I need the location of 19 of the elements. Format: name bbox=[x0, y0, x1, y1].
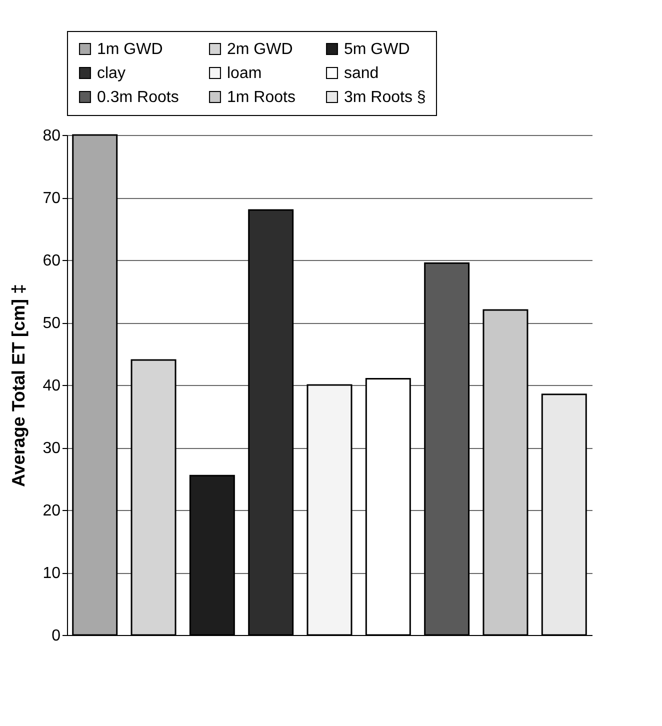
legend-label: clay bbox=[97, 65, 126, 82]
legend-label: 2m GWD bbox=[227, 41, 293, 58]
y-axis-title: Average Total ET [cm] ‡ bbox=[8, 284, 29, 488]
legend-label: sand bbox=[344, 65, 379, 82]
y-tick-label: 70 bbox=[42, 190, 61, 207]
y-tick-label: 60 bbox=[42, 252, 61, 270]
y-tick-label: 40 bbox=[42, 378, 61, 394]
legend-label: 1m Roots bbox=[227, 89, 296, 106]
legend-label: loam bbox=[227, 65, 262, 82]
legend-label: 1m GWD bbox=[97, 41, 163, 58]
y-tick-label: 0 bbox=[52, 628, 61, 644]
legend-label: 5m GWD bbox=[344, 41, 410, 58]
y-tick-label: 20 bbox=[42, 502, 61, 520]
y-tick-label: 80 bbox=[42, 128, 61, 144]
y-tick-label: 30 bbox=[42, 440, 61, 457]
y-tick-label: 10 bbox=[42, 565, 61, 582]
legend-label: 3m Roots § bbox=[344, 89, 426, 106]
legend-label: 0.3m Roots bbox=[97, 89, 179, 106]
y-tick-label: 50 bbox=[42, 315, 61, 332]
